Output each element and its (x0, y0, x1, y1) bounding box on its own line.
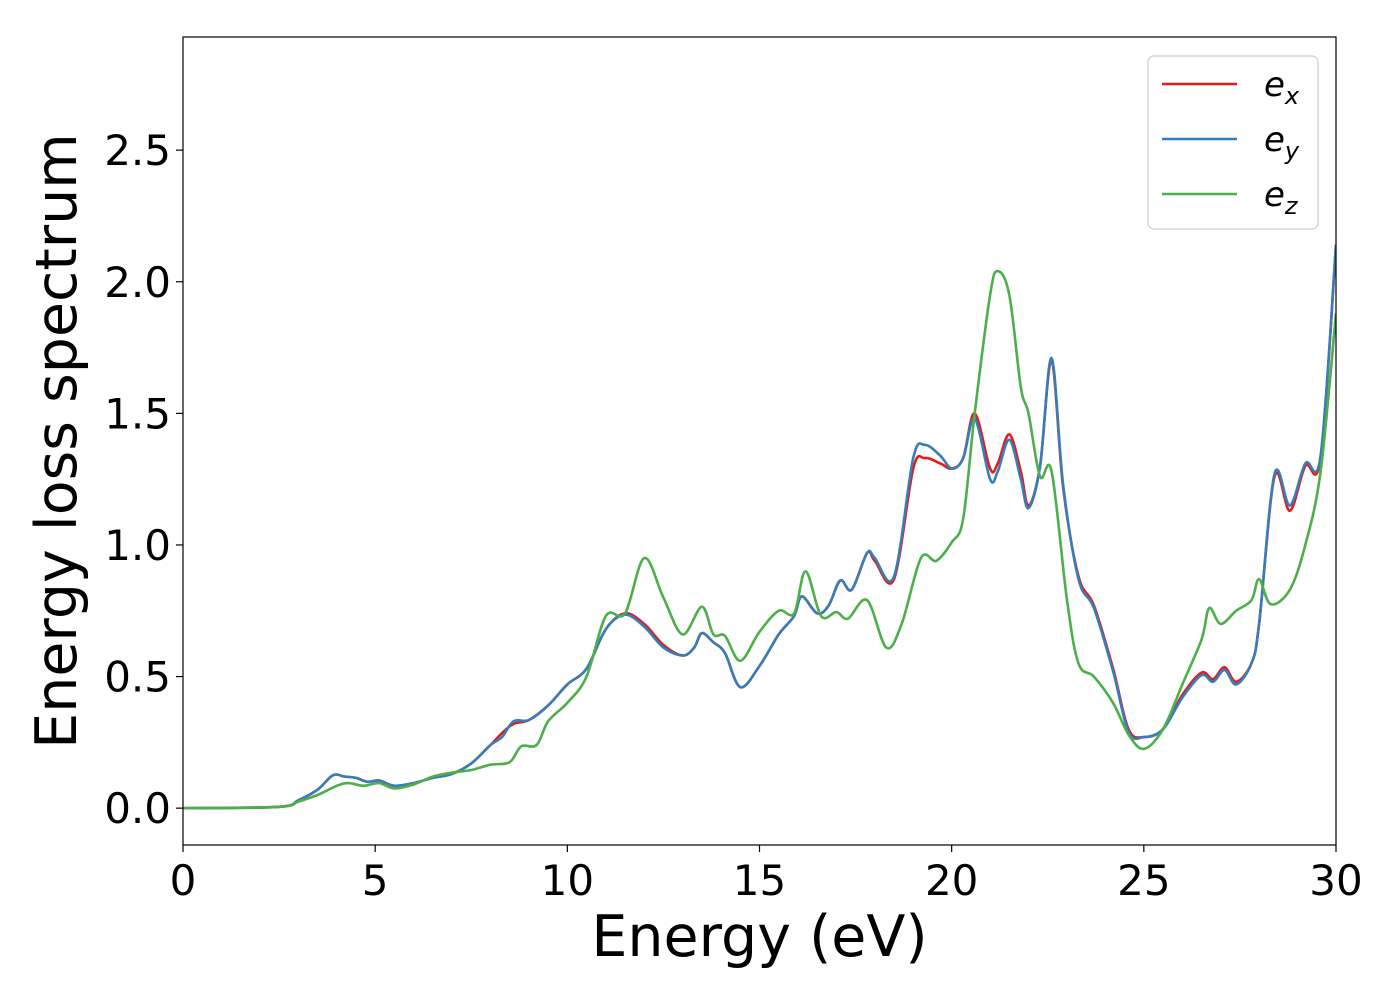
y-tick-label: 0.5 (104, 653, 171, 702)
x-tick-label: 30 (1309, 856, 1362, 905)
legend-label-ez: ez (1264, 175, 1299, 220)
y-tick-label: 1.5 (104, 389, 171, 438)
x-axis-label: Energy (eV) (591, 904, 927, 970)
x-tick-label: 10 (541, 856, 594, 905)
legend-box (1147, 55, 1319, 230)
series-line-ey (183, 244, 1336, 810)
legend-label-ex: ex (1264, 65, 1300, 110)
x-tick-label: 20 (925, 856, 978, 905)
y-tick-label: 0.0 (104, 784, 171, 833)
y-tick-label: 2.0 (104, 258, 171, 307)
x-tick-label: 5 (362, 856, 389, 905)
y-tick-label: 1.0 (104, 521, 171, 570)
x-tick-label: 15 (733, 856, 786, 905)
series-line-ez (183, 269, 1336, 810)
x-tick-label: 0 (170, 856, 197, 905)
legend: ex ey ez (1147, 55, 1319, 230)
y-tick-label: 2.5 (104, 126, 171, 175)
legend-label-ey: ey (1264, 120, 1300, 165)
x-tick-label: 25 (1117, 856, 1170, 905)
series-lines (183, 244, 1336, 810)
y-axis: 0.0 0.5 1.0 1.5 2.0 2.5 (104, 126, 183, 833)
y-axis-label: Energy loss spectrum (24, 133, 90, 749)
x-axis: 0 5 10 15 20 25 30 (170, 845, 1363, 905)
